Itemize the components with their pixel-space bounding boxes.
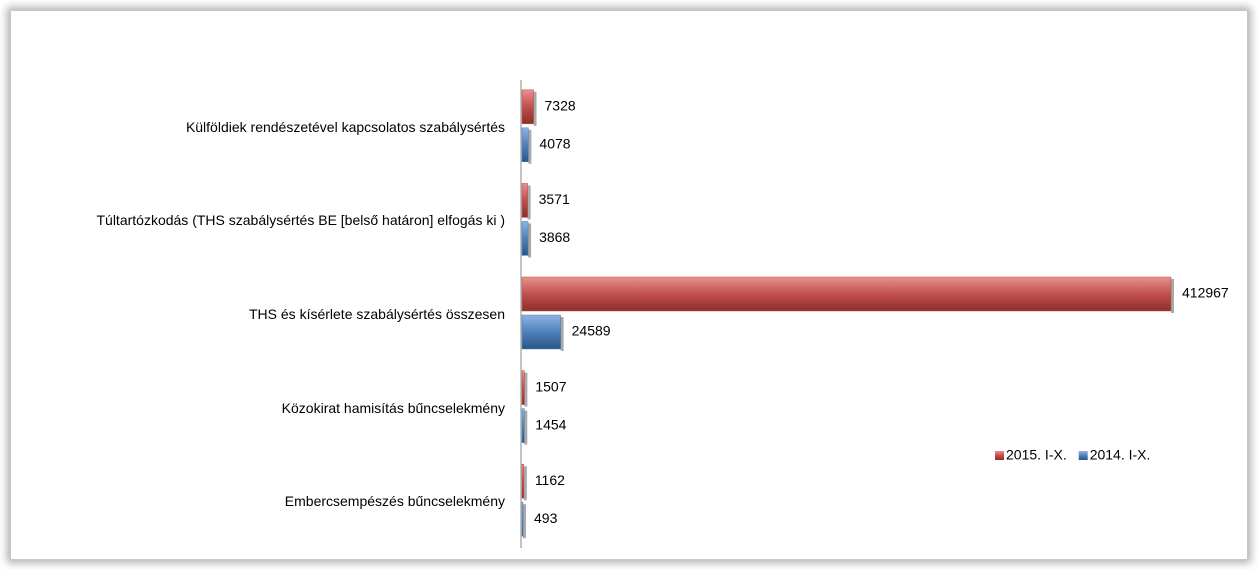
value-label: 1162	[535, 472, 565, 488]
category-text: Embercsempészés bűncselekmény	[284, 493, 505, 510]
category-label: Közokirat hamisítás bűncselekmény	[40, 398, 505, 418]
category-text: THS és kísérlete szabálysértés összesen	[249, 306, 505, 322]
legend-swatch	[995, 451, 1004, 460]
category-label: Embercsempészés bűncselekmény	[40, 491, 505, 511]
value-label: 1454	[535, 416, 566, 432]
value-label: 1507	[535, 378, 566, 394]
bar	[521, 501, 524, 537]
bar-side	[528, 223, 532, 258]
bar-side	[560, 317, 564, 351]
bar-side	[524, 372, 528, 407]
bar-side	[523, 504, 526, 539]
bar-side	[527, 185, 531, 220]
value-label: 24589	[572, 323, 611, 339]
bar	[521, 370, 525, 405]
category-label: Külföldiek rendészetével kapcsolatos sza…	[40, 117, 505, 137]
bar-side	[1171, 279, 1174, 313]
bar-side	[533, 91, 537, 126]
value-label: 4078	[539, 136, 570, 152]
legend-label: 2015. I-X.	[1006, 447, 1067, 463]
legend-swatch	[1078, 451, 1088, 460]
value-label: 3868	[539, 229, 570, 245]
bar-side	[523, 466, 527, 501]
bar	[521, 221, 529, 256]
bar	[521, 183, 528, 218]
category-text: Közokirat hamisítás bűncselekmény	[281, 399, 505, 416]
value-label: 7328	[545, 98, 576, 114]
value-label: 412967	[1182, 285, 1229, 301]
bar-side	[524, 410, 528, 445]
bar	[521, 408, 525, 443]
value-label: 3571	[539, 191, 570, 207]
bar-side	[528, 129, 532, 164]
category-label: THS és kísérlete szabálysértés összesen	[40, 304, 505, 324]
category-label: Túltartózkodás (THS szabálysértés BE [be…	[40, 210, 505, 230]
bar	[521, 276, 1172, 312]
value-label: 493	[534, 510, 558, 526]
category-text: Túltartózkodás (THS szabálysértés BE [be…	[96, 212, 505, 229]
bar	[521, 89, 534, 125]
bar	[521, 127, 529, 163]
bar	[521, 463, 525, 499]
category-text: Külföldiek rendészetével kapcsolatos sza…	[185, 118, 505, 135]
bar	[521, 314, 561, 350]
legend-label: 2014. I-X.	[1090, 447, 1151, 463]
